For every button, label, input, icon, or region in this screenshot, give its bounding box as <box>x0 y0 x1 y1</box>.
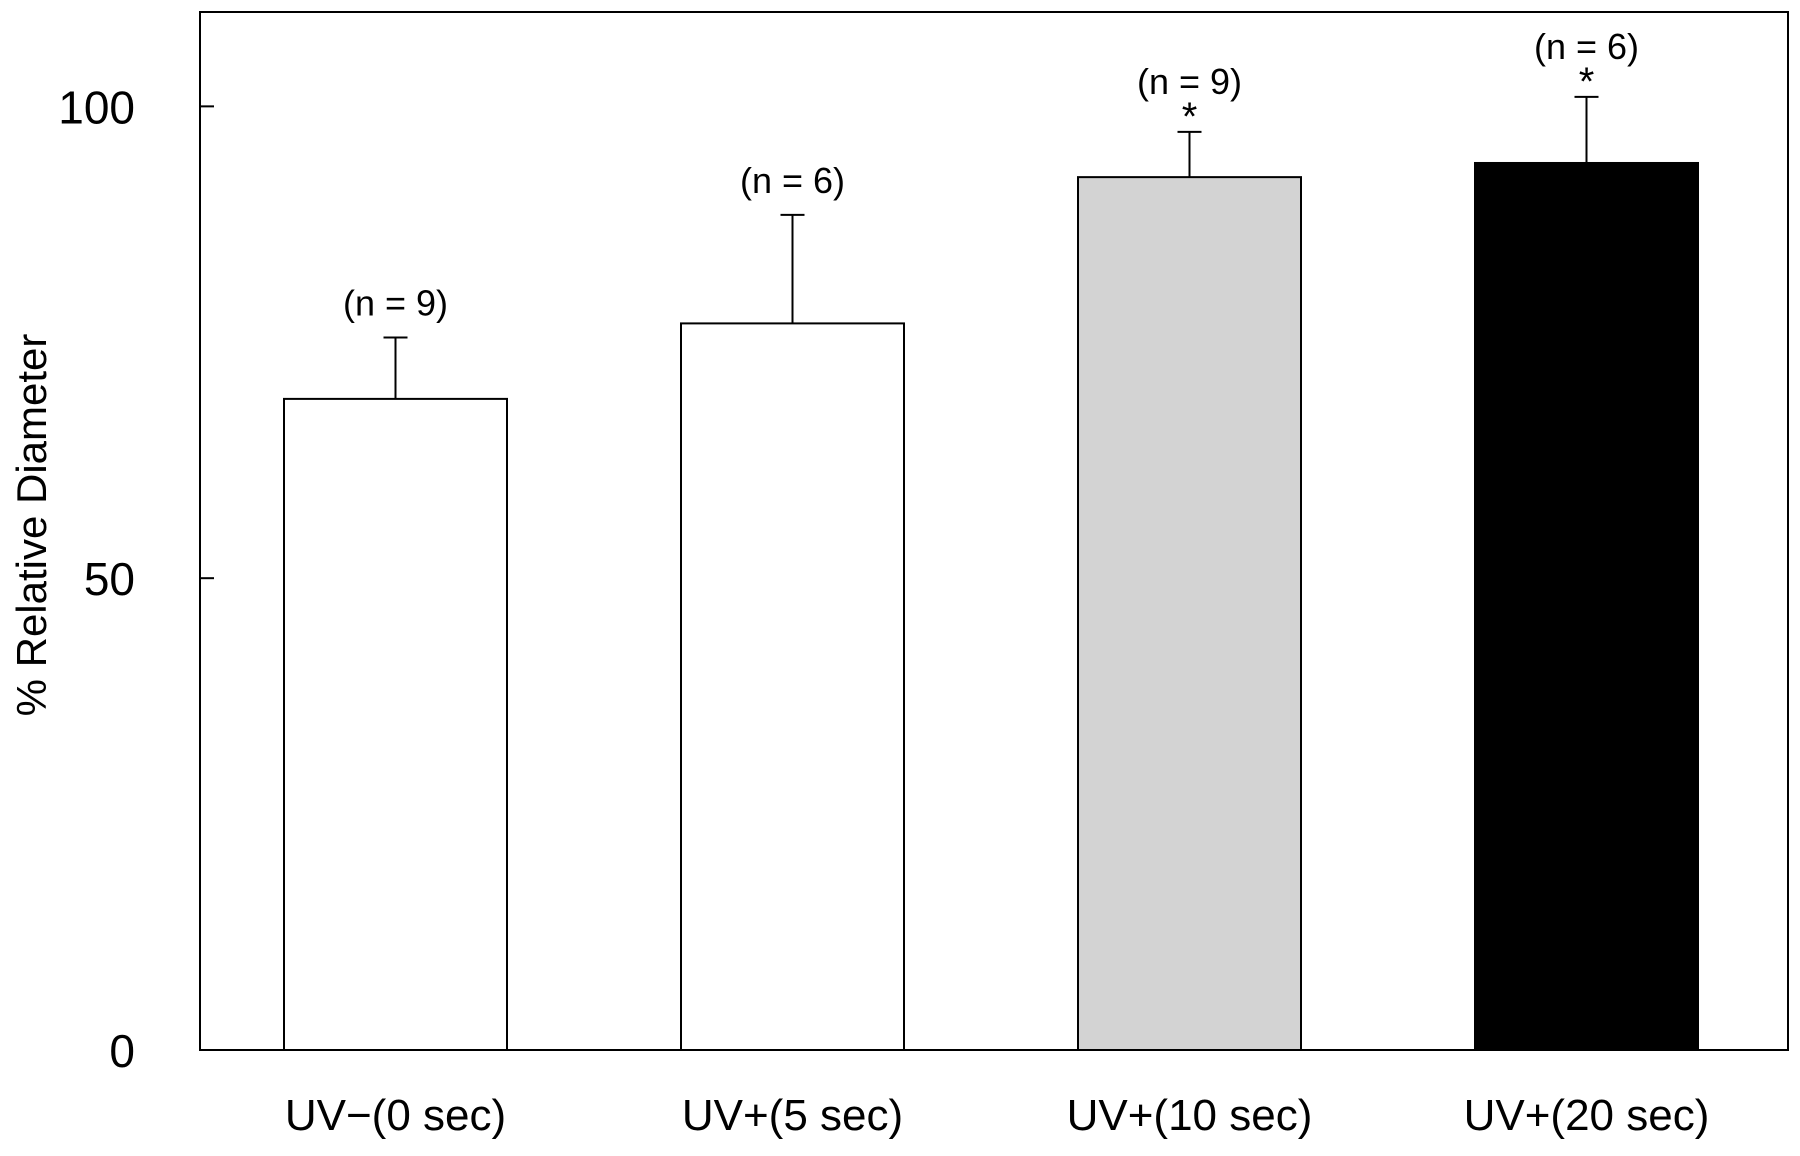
y-tick-label: 0 <box>109 1025 135 1077</box>
bar <box>1077 176 1302 1052</box>
bar <box>283 397 508 1051</box>
significance-marker: * <box>1182 95 1198 139</box>
x-tick-label: UV+(20 sec) <box>1464 1091 1710 1140</box>
bar <box>1474 161 1699 1051</box>
significance-marker: * <box>1579 60 1595 104</box>
x-tick-label: UV+(10 sec) <box>1067 1091 1313 1140</box>
plot-frame <box>199 11 1789 1051</box>
bar <box>680 322 905 1051</box>
sample-size-label: (n = 6) <box>1534 26 1639 67</box>
sample-size-label: (n = 6) <box>740 160 845 201</box>
y-tick-label: 50 <box>84 553 135 605</box>
x-tick-label: UV+(5 sec) <box>682 1091 903 1140</box>
y-tick-label: 100 <box>58 81 135 133</box>
sample-size-label: (n = 9) <box>343 283 448 324</box>
x-tick-label: UV−(0 sec) <box>285 1091 506 1140</box>
sample-size-label: (n = 9) <box>1137 61 1242 102</box>
